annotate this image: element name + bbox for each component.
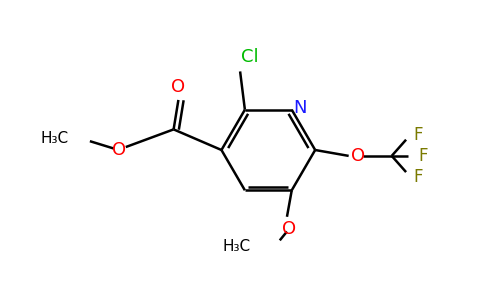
Text: F: F	[413, 167, 423, 185]
Text: O: O	[282, 220, 296, 238]
Text: H₃C: H₃C	[40, 131, 68, 146]
Text: O: O	[111, 141, 126, 159]
Text: N: N	[294, 99, 307, 117]
Text: Cl: Cl	[241, 48, 258, 66]
Text: H₃C: H₃C	[223, 239, 251, 254]
Text: O: O	[171, 78, 185, 96]
Text: F: F	[418, 147, 427, 165]
Text: O: O	[351, 147, 365, 165]
Text: F: F	[413, 126, 423, 144]
